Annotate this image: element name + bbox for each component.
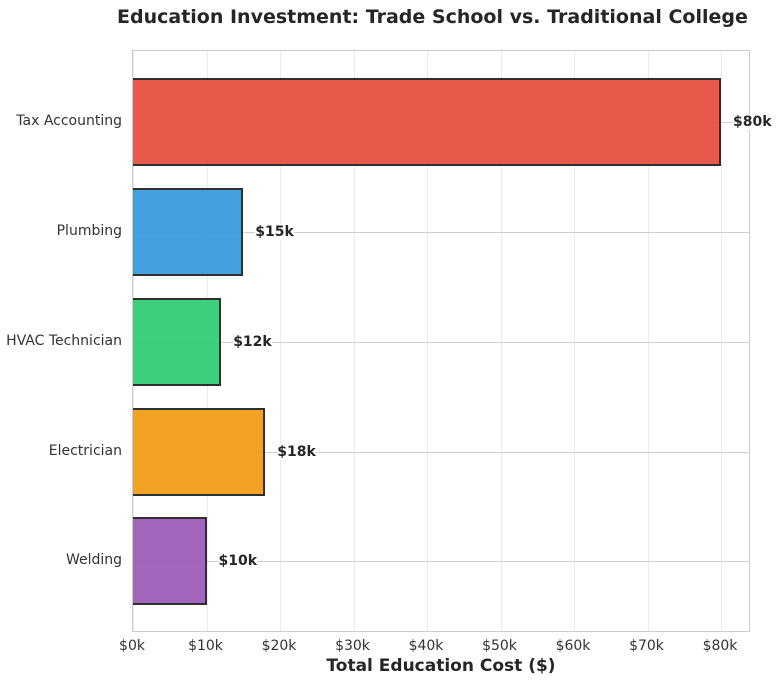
value-label: $15k [255, 224, 294, 240]
x-gridline [500, 51, 502, 631]
x-gridline [353, 51, 355, 631]
value-label: $18k [277, 444, 316, 460]
x-tick-label: $10k [188, 638, 223, 654]
y-tick-label: Plumbing [56, 223, 122, 239]
x-tick-label: $50k [482, 638, 517, 654]
x-axis-label: Total Education Cost ($) [326, 656, 556, 676]
y-tick-label: HVAC Technician [6, 333, 122, 349]
bar-hvac-technician [133, 298, 222, 386]
y-gridline [133, 342, 749, 343]
bar-electrician [133, 408, 266, 496]
x-tick-label: $80k [702, 638, 738, 654]
y-tick-label: Welding [65, 552, 122, 568]
value-label: $80k [733, 114, 772, 130]
x-tick-label: $0k [119, 638, 145, 654]
value-label: $12k [233, 334, 272, 350]
y-tick-label: Electrician [48, 443, 122, 459]
bar-plumbing [133, 188, 244, 276]
plot-area: $80k $15k $12k $18k $10k [132, 50, 772, 632]
bar-welding [133, 517, 207, 605]
x-tick-label: $70k [629, 638, 664, 654]
x-gridline [574, 51, 575, 631]
x-tick-label: $20k [261, 638, 297, 654]
x-gridline [280, 51, 281, 631]
y-tick-label: Tax Accounting [16, 113, 122, 129]
x-gridline [427, 51, 428, 631]
y-gridline [133, 452, 749, 453]
y-gridline [133, 561, 749, 562]
x-tick-label: $40k [408, 638, 444, 654]
x-tick-label: $60k [555, 638, 591, 654]
x-tick-label: $30k [335, 638, 370, 654]
y-gridline [133, 232, 749, 233]
x-gridline [647, 51, 649, 631]
chart-title: Education Investment: Trade School vs. T… [117, 6, 748, 28]
bar-tax-accounting [133, 78, 721, 166]
x-gridline [721, 51, 722, 631]
value-label: $10k [218, 553, 258, 569]
